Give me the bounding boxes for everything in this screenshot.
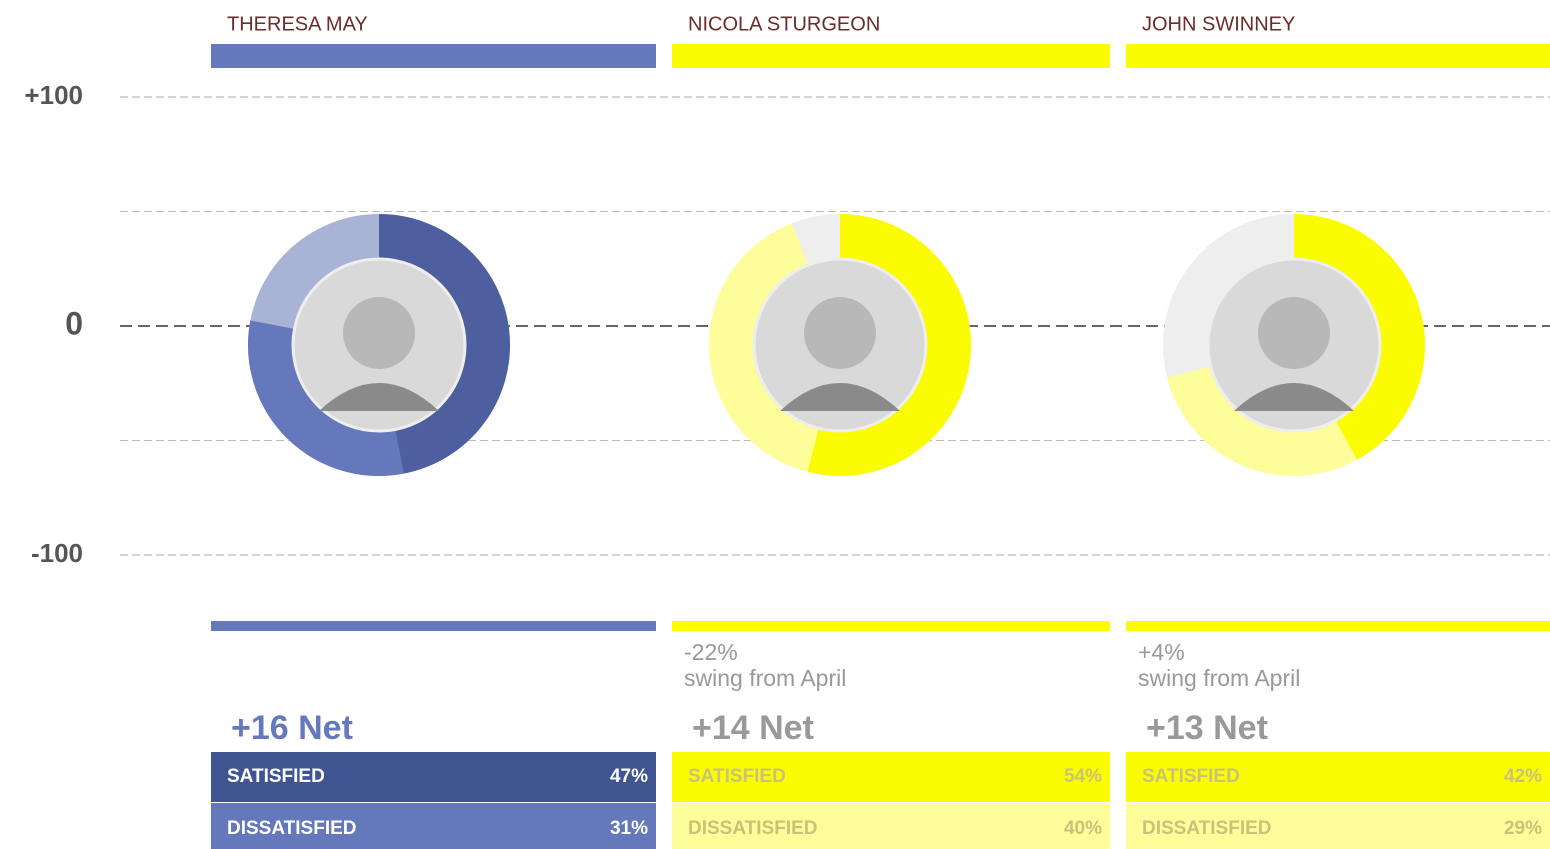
dissatisfied-row — [672, 803, 1110, 849]
portrait-body — [780, 383, 900, 411]
dissatisfied-value: 29% — [1504, 818, 1542, 839]
portrait-body — [1234, 383, 1354, 411]
donut-dissatisfied — [1167, 365, 1358, 476]
net-value: +14 Net — [692, 709, 814, 747]
leader-name: JOHN SWINNEY — [1142, 13, 1295, 35]
satisfied-label: SATISFIED — [227, 766, 325, 787]
donut-dissatisfied — [709, 223, 819, 472]
donut-satisfied — [807, 214, 971, 476]
net-value: +16 Net — [231, 709, 353, 747]
y-tick-label: 0 — [65, 305, 83, 341]
satisfied-label: SATISFIED — [1142, 766, 1240, 787]
satisfied-value: 47% — [610, 766, 648, 787]
satisfied-row — [1126, 752, 1550, 802]
donut-satisfied — [1293, 214, 1425, 460]
leader-name: THERESA MAY — [227, 13, 368, 35]
satisfied-label: SATISFIED — [688, 766, 786, 787]
dissatisfied-label: DISSATISFIED — [1142, 818, 1272, 839]
satisfied-value: 54% — [1064, 766, 1102, 787]
dissatisfied-value: 40% — [1064, 818, 1102, 839]
dissatisfied-label: DISSATISFIED — [688, 818, 818, 839]
top-bar — [1126, 44, 1550, 68]
y-tick-label: +100 — [24, 80, 83, 110]
swing-value: +4% — [1138, 639, 1185, 665]
bottom-bar — [672, 621, 1110, 631]
dissatisfied-label: DISSATISFIED — [227, 818, 357, 839]
portrait-face — [804, 297, 876, 369]
swing-text: swing from April — [1138, 665, 1300, 691]
satisfied-row — [672, 752, 1110, 802]
satisfied-value: 42% — [1504, 766, 1542, 787]
dissatisfied-row — [1126, 803, 1550, 849]
portrait-face — [1258, 297, 1330, 369]
swing-value: -22% — [684, 639, 738, 665]
bottom-bar — [1126, 621, 1550, 631]
bottom-bar — [211, 621, 656, 631]
dissatisfied-value: 31% — [610, 818, 648, 839]
portrait-face — [343, 297, 415, 369]
swing-text: swing from April — [684, 665, 846, 691]
leader-name: NICOLA STURGEON — [688, 13, 880, 35]
donut-dissatisfied — [248, 320, 404, 476]
net-value: +13 Net — [1146, 709, 1268, 747]
top-bar — [211, 44, 656, 68]
portrait-body — [319, 383, 439, 411]
satisfied-row — [211, 752, 656, 802]
top-bar — [672, 44, 1110, 68]
dissatisfied-row — [211, 803, 656, 849]
y-tick-label: -100 — [31, 538, 83, 568]
donut-satisfied — [378, 214, 510, 474]
